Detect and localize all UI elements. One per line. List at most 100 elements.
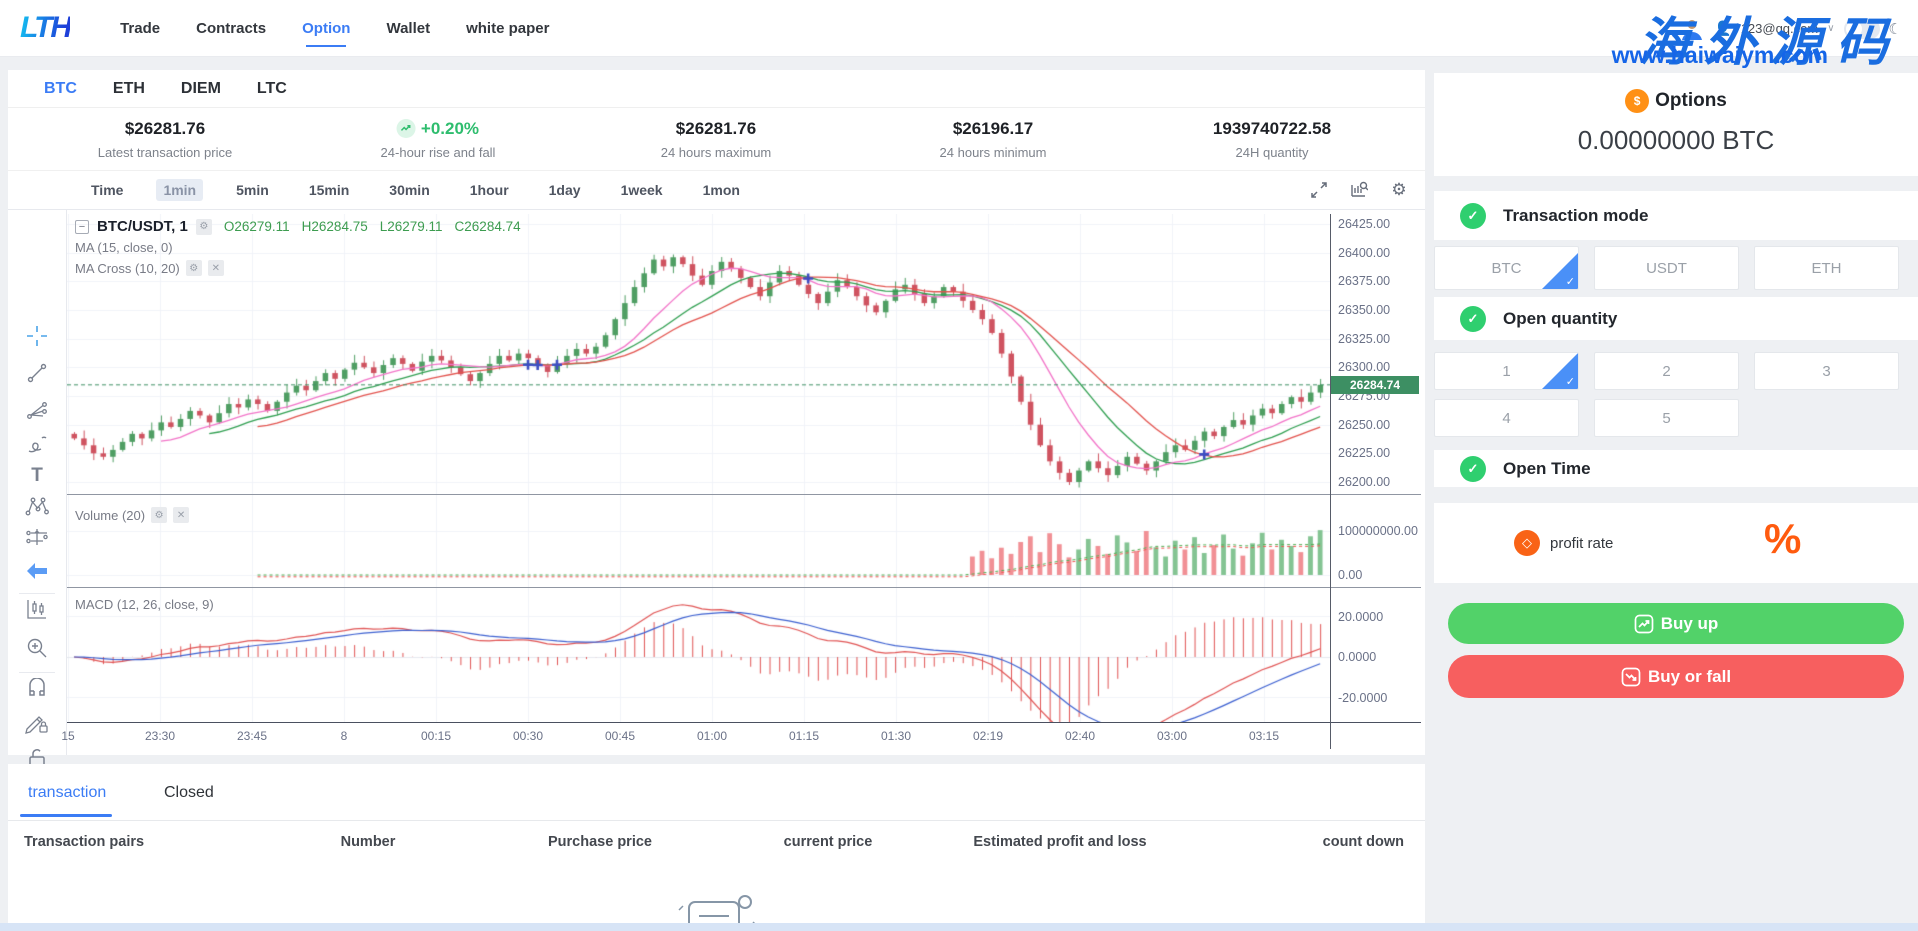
- close-icon[interactable]: ✕: [173, 507, 190, 523]
- time-axis-label: 00:15: [420, 729, 452, 743]
- pane-separator[interactable]: [67, 494, 1421, 495]
- chevron-down-icon[interactable]: ∨: [1827, 23, 1835, 34]
- panel-title: Options: [1655, 90, 1727, 111]
- gear-icon[interactable]: ⚙: [1391, 180, 1407, 199]
- pane-separator[interactable]: [67, 587, 1421, 588]
- tab-transaction[interactable]: transaction: [28, 784, 107, 801]
- crosshair-tool-icon[interactable]: [23, 322, 51, 350]
- coin-tab-ltc[interactable]: LTC: [256, 79, 287, 97]
- check-icon: ✓: [1460, 202, 1486, 229]
- quantity-option-2[interactable]: 2: [1594, 352, 1739, 390]
- fullscreen-icon[interactable]: [1309, 180, 1329, 200]
- mode-option-usdt[interactable]: USDT: [1594, 246, 1739, 290]
- collapse-pane-icon[interactable]: −: [75, 219, 89, 234]
- quantity-option-1[interactable]: 1: [1434, 352, 1579, 390]
- stat-24-hour-rise-and-fall: +0.20% 24-hour rise and fall: [381, 119, 496, 160]
- avatar-icon[interactable]: [1679, 16, 1705, 42]
- nav-item-contracts[interactable]: Contracts: [196, 19, 267, 37]
- nav-item-option[interactable]: Option: [302, 14, 350, 47]
- ohlc-high: H26284.75: [301, 219, 368, 234]
- open-time-section: ✓ Open Time: [1434, 450, 1918, 487]
- scrollbar-track[interactable]: [0, 923, 1918, 931]
- quantity-option-4[interactable]: 4: [1434, 399, 1579, 437]
- time-axis-label: 02:19: [972, 729, 1004, 743]
- tab-closed[interactable]: Closed: [164, 784, 214, 801]
- macd-axis-label: 20.0000: [1338, 610, 1384, 624]
- user-cluster: 👤 123@qq.com ∨ ☾: [1679, 0, 1902, 57]
- back-arrow-icon[interactable]: [23, 557, 51, 585]
- gear-icon[interactable]: ⚙: [185, 260, 202, 276]
- brush-tool-icon[interactable]: [23, 430, 51, 458]
- price-axis-label: 26350.00: [1338, 303, 1391, 317]
- nav-menu: Trade Contracts Option Wallet white paper: [120, 14, 550, 47]
- interval-1hour[interactable]: 1hour: [469, 182, 509, 198]
- mode-option-eth[interactable]: ETH: [1754, 246, 1899, 290]
- interval-5min[interactable]: 5min: [236, 182, 269, 198]
- mode-option-btc[interactable]: BTC: [1434, 246, 1579, 290]
- indicators-icon[interactable]: [1349, 180, 1369, 200]
- interval-1min[interactable]: 1min: [156, 179, 204, 201]
- coin-tabs: BTC ETH DIEM LTC: [8, 70, 1425, 108]
- interval-1day[interactable]: 1day: [548, 182, 581, 198]
- column-header-current-price: current price: [783, 834, 873, 850]
- buy-up-button[interactable]: Buy up: [1448, 603, 1904, 644]
- profit-rate-label: profit rate: [1550, 534, 1614, 552]
- macd-study-label[interactable]: MACD (12, 26, close, 9): [75, 597, 214, 612]
- buy-up-label: Buy up: [1660, 613, 1719, 633]
- interval-group: Time 1min 5min 15min 30min 1hour 1day 1week 1mon: [84, 179, 747, 201]
- quantity-option-3[interactable]: 3: [1754, 352, 1899, 390]
- interval-1mon[interactable]: 1mon: [702, 182, 740, 198]
- nav-item-wallet[interactable]: Wallet: [386, 19, 431, 37]
- magnet-tool-icon[interactable]: [23, 675, 51, 703]
- gann-fan-tool-icon[interactable]: [23, 395, 51, 423]
- nav-item-trade[interactable]: Trade: [120, 19, 161, 37]
- price-axis-border: [1330, 214, 1331, 749]
- ma-cross-study-label[interactable]: MA Cross (10, 20) ⚙ ✕: [75, 260, 224, 276]
- bar-pattern-tool-icon[interactable]: [23, 595, 51, 623]
- symbol-legend: − BTC/USDT, 1 ⚙ O26279.11 H26284.75 L262…: [75, 218, 521, 235]
- price-chart-canvas[interactable]: [67, 214, 1330, 722]
- trend-line-tool-icon[interactable]: [23, 359, 51, 387]
- gear-icon[interactable]: ⚙: [151, 507, 168, 523]
- drawing-lock-icon[interactable]: [23, 709, 51, 737]
- price-axis-label: 26400.00: [1338, 245, 1391, 260]
- symbol-label[interactable]: BTC/USDT, 1: [97, 218, 188, 235]
- interval-1week[interactable]: 1week: [620, 182, 663, 198]
- coin-tab-btc[interactable]: BTC: [44, 79, 77, 97]
- zoom-in-tool-icon[interactable]: [23, 634, 51, 662]
- quantity-option-5[interactable]: 5: [1594, 399, 1739, 437]
- ma-study-label[interactable]: MA (15, close, 0): [75, 240, 173, 255]
- gear-icon[interactable]: ⚙: [195, 218, 212, 235]
- time-axis-label: 01:00: [696, 729, 728, 743]
- forecast-tool-icon[interactable]: [23, 524, 51, 552]
- interval-30min[interactable]: 30min: [389, 182, 430, 198]
- time-axis-label: 23:30: [144, 729, 176, 743]
- stat-label: Latest transaction price: [97, 144, 233, 160]
- moon-icon[interactable]: ☾: [1888, 20, 1902, 38]
- stat-value: $26281.76: [675, 118, 757, 138]
- balance-section: $ Options 0.00000000 BTC: [1434, 73, 1918, 176]
- theme-toggle[interactable]: [1843, 18, 1880, 39]
- transaction-mode-label: Transaction mode: [1503, 205, 1649, 225]
- user-email[interactable]: 123@qq.com: [1740, 21, 1819, 36]
- trend-up-icon: [396, 119, 416, 138]
- volume-study-text: Volume (20): [75, 507, 146, 523]
- stat-label: 24H quantity: [1235, 144, 1309, 160]
- text-tool-icon[interactable]: T: [31, 465, 43, 486]
- buy-fall-button[interactable]: Buy or fall: [1448, 655, 1904, 698]
- current-price-tag: 26284.74: [1331, 376, 1419, 394]
- trend-up-icon: [1634, 614, 1654, 633]
- coin-tab-eth[interactable]: ETH: [112, 79, 145, 97]
- coin-tab-diem[interactable]: DIEM: [180, 79, 221, 97]
- stat-value: $26281.76: [124, 118, 206, 138]
- interval-time[interactable]: Time: [91, 182, 124, 198]
- nav-item-white-paper[interactable]: white paper: [466, 19, 550, 37]
- volume-study-label[interactable]: Volume (20) ⚙ ✕: [75, 507, 190, 523]
- xabcd-pattern-tool-icon[interactable]: [23, 492, 51, 520]
- navbar: LTH Trade Contracts Option Wallet white pape…: [0, 0, 1918, 57]
- time-axis-label: 01:30: [880, 729, 912, 743]
- close-icon[interactable]: ✕: [207, 260, 224, 276]
- price-axis-label: 26200.00: [1338, 475, 1391, 489]
- trend-down-icon: [1621, 667, 1641, 686]
- interval-15min[interactable]: 15min: [308, 182, 350, 198]
